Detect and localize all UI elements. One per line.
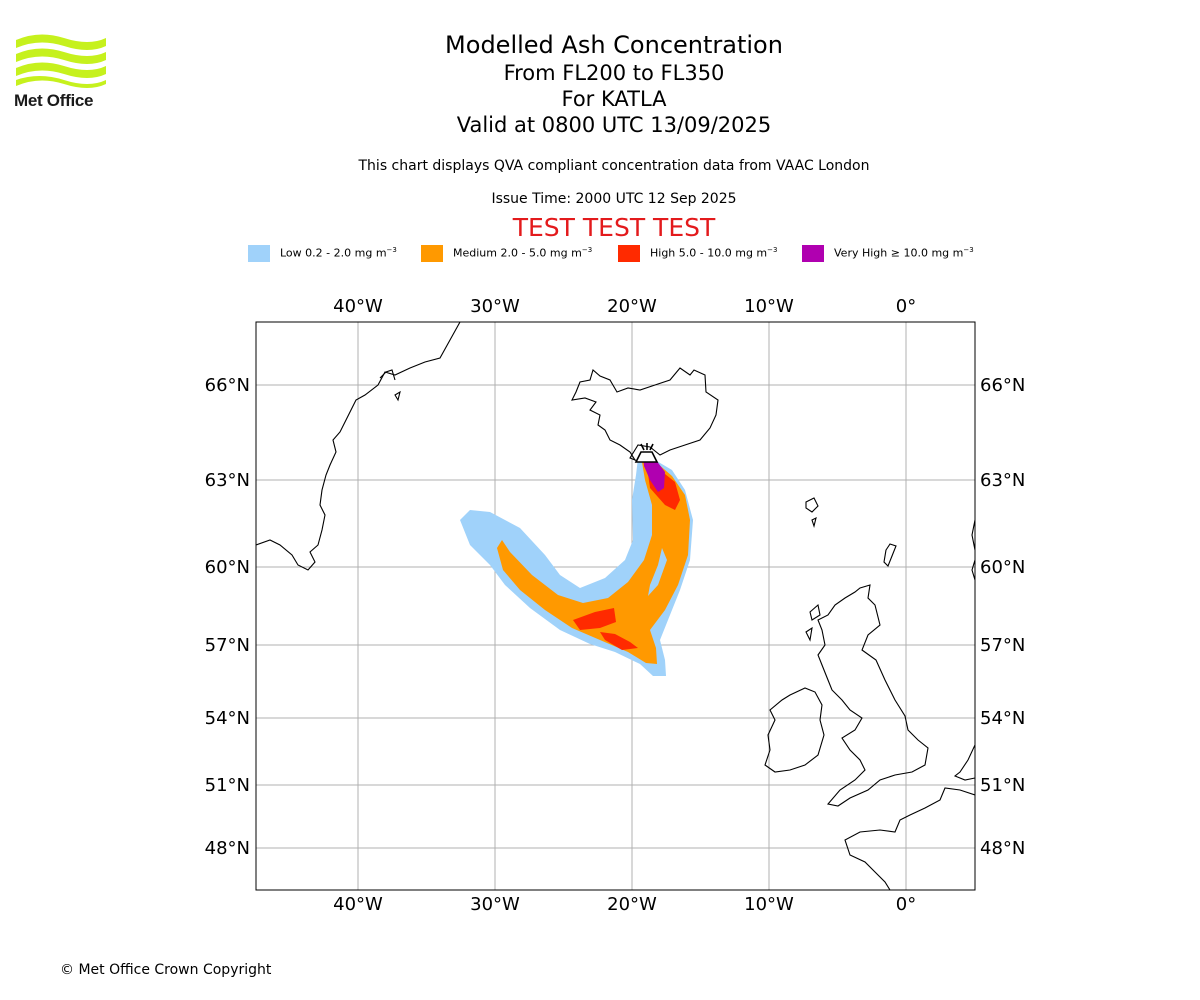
lon-label-bottom-20w: 20°W bbox=[607, 894, 657, 915]
lat-label-right-48n: 48°N bbox=[980, 838, 1025, 859]
lat-label-right-63n: 63°N bbox=[980, 470, 1025, 491]
title-line-2: From FL200 to FL350 bbox=[503, 61, 725, 85]
lat-label-left-66n: 66°N bbox=[205, 375, 250, 396]
legend-range-medium: 2.0 - 5.0 mg m bbox=[500, 246, 582, 260]
lat-label-left-51n: 51°N bbox=[205, 775, 250, 796]
met-office-logo bbox=[16, 34, 106, 88]
lon-label-bottom-0: 0° bbox=[896, 894, 916, 915]
test-banner: TEST TEST TEST bbox=[512, 213, 716, 242]
copyright-notice: © Met Office Crown Copyright bbox=[60, 962, 272, 978]
coastlines bbox=[256, 322, 975, 890]
lat-label-right-57n: 57°N bbox=[980, 635, 1025, 656]
lat-label-left-60n: 60°N bbox=[205, 557, 250, 578]
lat-label-right-51n: 51°N bbox=[980, 775, 1025, 796]
lon-label-top-0: 0° bbox=[896, 296, 916, 317]
title-line-1: Modelled Ash Concentration bbox=[445, 31, 783, 59]
issue-time: Issue Time: 2000 UTC 12 Sep 2025 bbox=[491, 191, 737, 207]
legend-range-high: 5.0 - 10.0 mg m bbox=[678, 246, 768, 260]
ash-high-2 bbox=[573, 608, 616, 630]
lon-label-top-10w: 10°W bbox=[744, 296, 794, 317]
lat-label-right-54n: 54°N bbox=[980, 708, 1025, 729]
legend-swatch-medium bbox=[421, 245, 443, 262]
legend-name-very-high: Very High bbox=[834, 246, 888, 260]
volcano-marker-icon bbox=[634, 443, 659, 463]
lon-label-bottom-10w: 10°W bbox=[744, 894, 794, 915]
title-line-4: Valid at 0800 UTC 13/09/2025 bbox=[456, 113, 772, 137]
legend-range-low: 0.2 - 2.0 mg m bbox=[305, 246, 387, 260]
logo-text: Met Office bbox=[14, 91, 94, 110]
lat-label-left-57n: 57°N bbox=[205, 635, 250, 656]
legend-swatch-low bbox=[248, 245, 270, 262]
legend-swatch-high bbox=[618, 245, 640, 262]
gridlines bbox=[256, 322, 975, 890]
legend-name-high: High bbox=[650, 246, 676, 260]
legend-range-very-high: ≥ 10.0 mg m bbox=[890, 246, 964, 260]
legend-swatch-very-high bbox=[802, 245, 824, 262]
ash-medium bbox=[497, 456, 690, 664]
subtitle: This chart displays QVA compliant concen… bbox=[358, 158, 870, 174]
legend-name-low: Low bbox=[280, 246, 302, 260]
ash-medium-gap bbox=[648, 548, 667, 596]
ash-high-3 bbox=[600, 632, 638, 650]
lat-label-right-60n: 60°N bbox=[980, 557, 1025, 578]
lon-label-top-20w: 20°W bbox=[607, 296, 657, 317]
lon-label-bottom-30w: 30°W bbox=[470, 894, 520, 915]
lon-label-bottom-40w: 40°W bbox=[333, 894, 383, 915]
chart-title-block: Modelled Ash Concentration From FL200 to… bbox=[414, 30, 814, 138]
lat-label-left-63n: 63°N bbox=[205, 470, 250, 491]
lat-label-right-66n: 66°N bbox=[980, 375, 1025, 396]
lon-label-top-40w: 40°W bbox=[333, 296, 383, 317]
ash-very-high bbox=[643, 455, 665, 492]
legend-name-medium: Medium bbox=[453, 246, 497, 260]
lat-label-left-48n: 48°N bbox=[205, 838, 250, 859]
map-frame bbox=[255, 321, 976, 891]
title-line-3: For KATLA bbox=[561, 87, 667, 111]
lat-label-left-54n: 54°N bbox=[205, 708, 250, 729]
lon-label-top-30w: 30°W bbox=[470, 296, 520, 317]
